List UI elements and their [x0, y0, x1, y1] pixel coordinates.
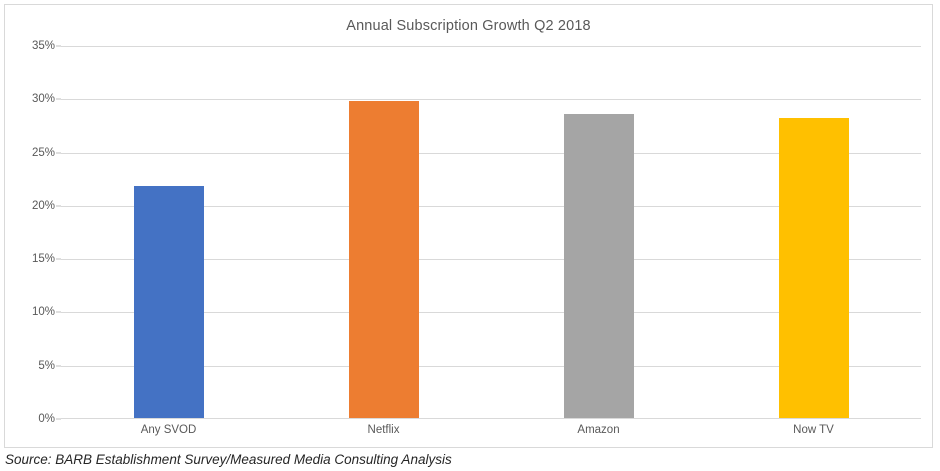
x-axis-category-labels: Any SVOD Netflix Amazon Now TV [61, 424, 921, 446]
x-axis-category-label: Any SVOD [140, 424, 197, 436]
y-axis-tick-mark [56, 205, 61, 207]
bar-netflix[interactable] [348, 101, 419, 419]
y-axis-tick-label: 35% [31, 40, 55, 52]
x-axis-line [61, 418, 921, 419]
chart-frame: Annual Subscription Growth Q2 2018 0% 5% 1… [4, 4, 933, 448]
y-axis-tick-mark [56, 365, 61, 367]
y-axis-tick-labels: 0% 5% 10% 15% 20% 25% 30% 35% [5, 40, 55, 425]
chart-title: Annual Subscription Growth Q2 2018 [346, 18, 591, 34]
y-axis-tick-mark [56, 311, 61, 313]
gridline [61, 152, 921, 154]
gridline [61, 365, 921, 367]
gridline [61, 46, 921, 47]
bar-series [61, 46, 921, 419]
y-axis-tick-mark [56, 418, 61, 420]
x-axis-category-label: Now TV [793, 424, 834, 436]
y-axis-tick-label: 5% [38, 359, 55, 372]
gridline [61, 99, 921, 101]
x-axis-category-label: Amazon [577, 424, 620, 436]
gridline [61, 312, 921, 314]
y-axis-tick-mark [56, 152, 61, 154]
y-axis-tick-mark [56, 45, 61, 47]
y-axis-tick-label: 15% [31, 253, 55, 266]
y-axis-tick-label: 30% [31, 93, 55, 106]
x-axis-category-label: Netflix [367, 424, 400, 436]
bar-any-svod[interactable] [133, 185, 204, 419]
gridlines [61, 46, 921, 419]
y-axis-tick-mark [56, 98, 61, 100]
y-axis-tick-label: 10% [31, 306, 55, 319]
plot-area [61, 46, 921, 419]
bar-now-tv[interactable] [778, 118, 849, 419]
gridline [61, 259, 921, 261]
y-axis-tick-label: 0% [38, 413, 55, 425]
y-axis-tick-mark [56, 258, 61, 260]
y-axis-tick-label: 20% [31, 199, 55, 212]
bar-amazon[interactable] [563, 114, 634, 419]
source-caption: Source: BARB Establishment Survey/Measur… [5, 452, 452, 467]
gridline [61, 205, 921, 207]
y-axis-tick-label: 25% [31, 146, 55, 159]
